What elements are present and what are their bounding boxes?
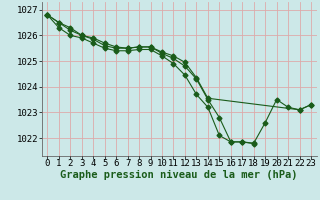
X-axis label: Graphe pression niveau de la mer (hPa): Graphe pression niveau de la mer (hPa) — [60, 170, 298, 180]
